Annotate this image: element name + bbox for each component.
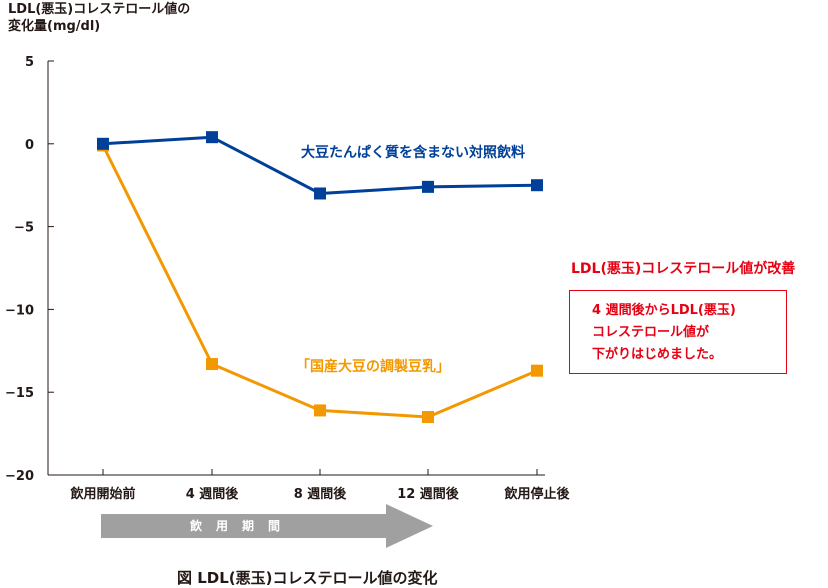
x-tick-label: 8 週間後 [294, 486, 348, 502]
y-tick-label: −10 [5, 303, 34, 318]
figure-caption: 図 LDL(悪玉)コレステロール値の変化 [177, 569, 438, 587]
y-axis-title-line2: 変化量(mg/dl) [8, 19, 101, 34]
improvement-heading: LDL(悪玉)コレステロール値が改善 [571, 261, 796, 277]
period-label: 飲用期間 [190, 519, 295, 533]
x-tick-label: 4 週間後 [186, 486, 240, 502]
y-tick-label: 5 [25, 55, 34, 70]
callout-line: コレステロール値が [592, 325, 710, 340]
x-tick-label: 飲用開始前 [69, 486, 135, 502]
data-point-0 [97, 137, 109, 150]
y-tick-label: −15 [5, 386, 34, 401]
x-tick-label: 飲用停止後 [503, 486, 570, 502]
axes: 5 0 −5 −10 −15 −20 飲用開始前 4 週間後 8 週間後 12 週間後 飲用停止後 [5, 55, 570, 502]
data-point-1 [531, 364, 543, 377]
y-axis-title-line1: LDL(悪玉)コレステロール値の [8, 2, 191, 17]
y-tick-label: 0 [25, 138, 34, 153]
series-label-soymilk: 「国産大豆の調製豆乳」 [296, 359, 450, 375]
data-point-0 [531, 179, 543, 192]
y-tick-label: −20 [5, 469, 34, 484]
callout-line: 4 週間後からLDL(悪玉) [592, 303, 736, 318]
data-point-1 [314, 404, 326, 417]
data-point-1 [206, 358, 218, 371]
callout-line: 下がりはじめました。 [592, 347, 723, 362]
series-layer [97, 131, 543, 424]
callout-box: 4 週間後からLDL(悪玉) コレステロール値が 下がりはじめました。 [569, 290, 787, 374]
data-point-0 [422, 180, 434, 193]
series-label-control: 大豆たんぱく質を含まない対照飲料 [301, 145, 525, 161]
y-tick-label: −5 [14, 221, 34, 236]
data-point-1 [422, 411, 434, 424]
period-arrow-shape [101, 504, 433, 548]
x-tick-label: 12 週間後 [397, 486, 460, 502]
data-point-0 [314, 187, 326, 200]
period-arrow [101, 504, 433, 548]
data-point-0 [206, 131, 218, 144]
